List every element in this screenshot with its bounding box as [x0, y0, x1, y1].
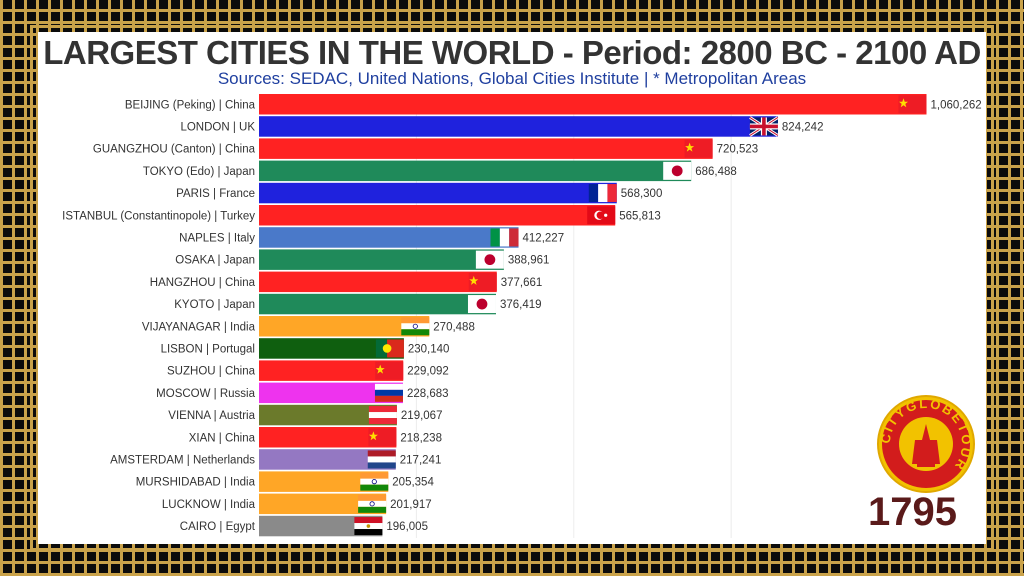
chart-title: LARGEST CITIES IN THE WORLD - Period: 28…	[43, 34, 981, 71]
category-label: ISTANBUL (Constantinopole) | Turkey	[62, 210, 255, 222]
flag-china-icon	[684, 139, 713, 158]
value-label: 720,523	[717, 144, 759, 156]
category-label: KYOTO | Japan	[174, 299, 255, 311]
value-label: 824,242	[782, 121, 824, 133]
bar	[259, 360, 404, 381]
category-label: MOSCOW | Russia	[156, 388, 255, 400]
category-label: MURSHIDABAD | India	[136, 477, 256, 489]
value-label: 228,683	[407, 388, 449, 400]
flag-turkey-icon	[587, 206, 616, 225]
chart-panel: LARGEST CITIES IN THE WORLD - Period: 28…	[38, 32, 986, 544]
value-label: 217,241	[400, 454, 442, 466]
flag-china-icon	[375, 361, 404, 380]
category-label: VIJAYANAGAR | India	[142, 321, 256, 333]
flag-japan-icon	[663, 161, 692, 180]
flag-china-icon	[468, 272, 497, 291]
value-label: 201,917	[390, 499, 432, 511]
value-label: 218,238	[400, 432, 442, 444]
category-label: NAPLES | Italy	[179, 232, 255, 244]
flag-egypt-icon	[354, 517, 383, 536]
bar	[259, 249, 504, 270]
flag-uk-icon	[749, 116, 779, 137]
value-label: 270,488	[433, 321, 475, 333]
value-label: 377,661	[501, 277, 543, 289]
category-label: VIENNA | Austria	[168, 410, 255, 422]
bar	[259, 293, 496, 315]
value-label: 568,300	[621, 188, 663, 200]
category-label: PARIS | France	[176, 188, 255, 200]
category-label: TOKYO (Edo) | Japan	[143, 166, 255, 178]
value-label: 196,005	[386, 521, 428, 533]
bar	[259, 449, 396, 470]
bar	[259, 182, 617, 204]
flag-china-icon	[898, 95, 927, 114]
bar	[259, 227, 519, 248]
flag-india-icon	[358, 494, 387, 513]
bar	[259, 515, 383, 537]
category-label: CAIRO | Egypt	[180, 521, 256, 533]
flag-japan-icon	[475, 250, 504, 269]
value-label: 229,092	[407, 366, 449, 378]
frame-inner-border	[30, 25, 994, 551]
flag-netherlands-icon	[367, 450, 396, 469]
value-label: 230,140	[408, 343, 450, 355]
flag-india-icon	[360, 472, 389, 491]
category-label: OSAKA | Japan	[175, 255, 255, 267]
category-label: BEIJING (Peking) | China	[125, 99, 256, 111]
value-label: 565,813	[619, 210, 661, 222]
bar	[259, 404, 397, 426]
value-label: 388,961	[508, 255, 550, 267]
category-label: LONDON | UK	[180, 121, 255, 133]
bar	[259, 160, 692, 182]
chart-subtitle: Sources: SEDAC, United Nations, Global C…	[217, 69, 807, 88]
bar	[259, 138, 713, 159]
bar	[259, 205, 616, 226]
bar	[259, 471, 389, 492]
year-label: 1795	[868, 490, 957, 534]
bar	[259, 271, 497, 293]
category-label: GUANGZHOU (Canton) | China	[93, 144, 256, 156]
value-label: 1,060,262	[931, 99, 982, 111]
cityglobetour-logo: CITYGLOBETOUR	[877, 395, 975, 493]
flag-japan-icon	[467, 295, 496, 314]
category-label: HANGZHOU | China	[150, 277, 256, 289]
category-label: LISBON | Portugal	[161, 343, 255, 355]
bar	[259, 94, 927, 115]
bar-chart: BEIJING (Peking) | China 1,060,262 LONDON …	[62, 94, 982, 538]
bar	[259, 116, 778, 137]
flag-france-icon	[588, 184, 617, 203]
category-label: LUCKNOW | India	[162, 499, 256, 511]
category-label: AMSTERDAM | Netherlands	[110, 454, 255, 466]
flag-italy-icon	[490, 228, 519, 247]
flag-portugal-icon	[375, 339, 404, 358]
value-label: 376,419	[500, 299, 542, 311]
bar	[259, 382, 403, 404]
value-label: 205,354	[392, 477, 434, 489]
bar	[259, 338, 404, 359]
value-label: 219,067	[401, 410, 443, 422]
flag-china-icon	[368, 428, 397, 447]
bar	[259, 316, 430, 337]
value-label: 686,488	[695, 166, 737, 178]
bar	[259, 427, 397, 448]
category-label: SUZHOU | China	[167, 366, 256, 378]
flag-india-icon	[401, 317, 430, 336]
flag-russia-icon	[374, 383, 403, 402]
flag-austria-icon	[368, 406, 397, 425]
bar	[259, 493, 387, 515]
value-label: 412,227	[523, 232, 565, 244]
category-label: XIAN | China	[189, 432, 256, 444]
